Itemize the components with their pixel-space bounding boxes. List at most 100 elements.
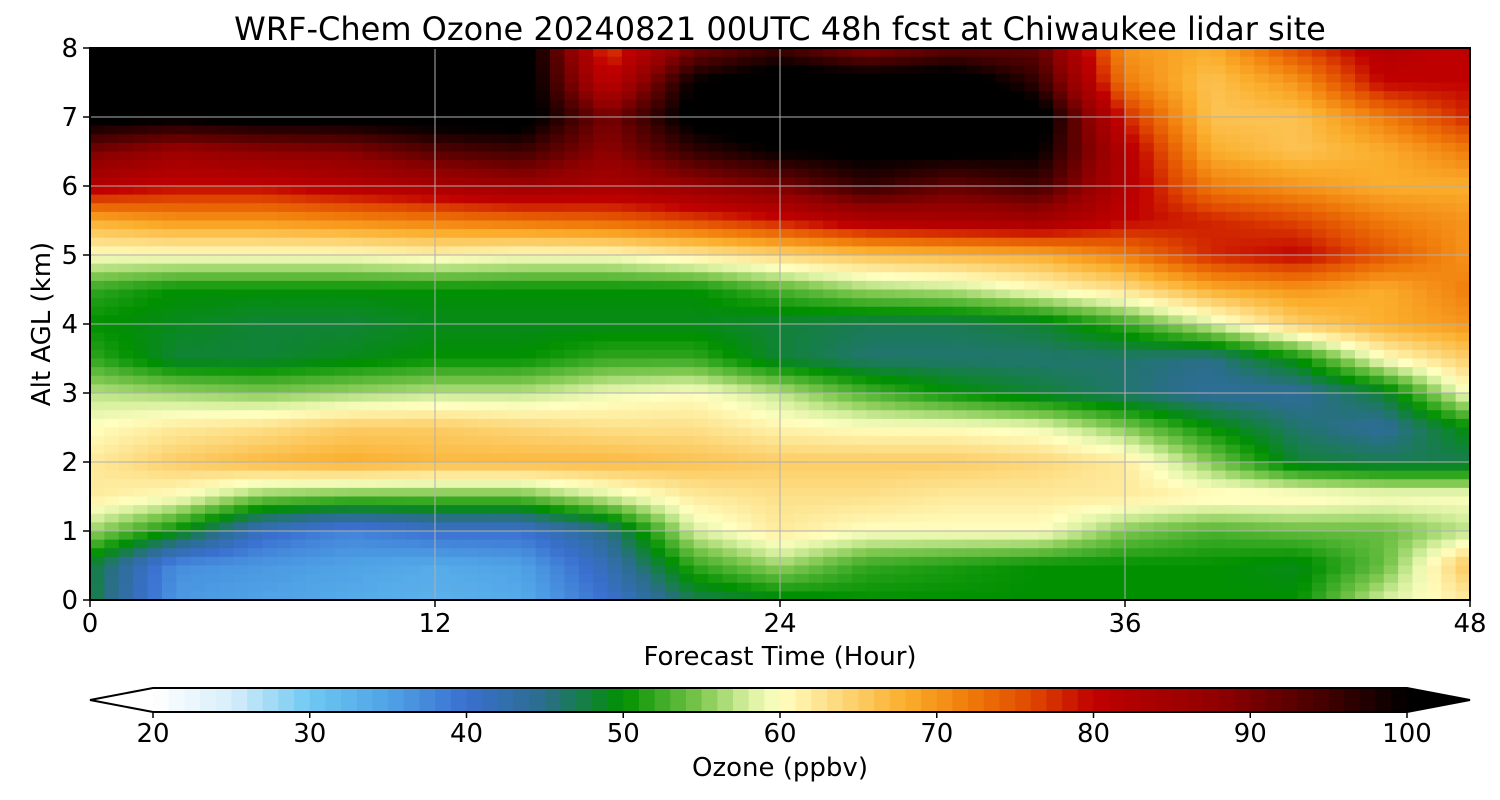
heatmap-cell	[147, 479, 163, 489]
heatmap-cell	[1311, 289, 1327, 299]
heatmap-cell	[435, 82, 450, 92]
heatmap-cell	[1340, 280, 1356, 291]
heatmap-cell	[938, 246, 954, 256]
heatmap-cell	[823, 280, 839, 291]
heatmap-cell	[1067, 324, 1083, 334]
heatmap-cell	[880, 160, 896, 170]
heatmap-cell	[1412, 229, 1428, 239]
heatmap-cell	[1010, 48, 1025, 58]
heatmap-cell	[722, 186, 738, 196]
heatmap-cell	[1168, 375, 1184, 385]
heatmap-cell	[1340, 203, 1356, 213]
heatmap-cell	[938, 151, 954, 161]
heatmap-cell	[1125, 177, 1140, 187]
heatmap-cell	[492, 73, 508, 84]
heatmap-cell	[1311, 142, 1327, 153]
heatmap-cell	[219, 470, 235, 480]
heatmap-cell	[995, 99, 1011, 109]
heatmap-cell	[808, 332, 824, 342]
heatmap-cell	[1211, 99, 1227, 109]
heatmap-cell	[909, 272, 925, 282]
heatmap-cell	[521, 384, 537, 394]
heatmap-cell	[564, 48, 580, 58]
heatmap-cell	[1426, 56, 1442, 66]
heatmap-cell	[736, 487, 752, 498]
heatmap-cell	[506, 48, 522, 58]
heatmap-cell	[837, 229, 853, 239]
heatmap-cell	[923, 324, 939, 334]
heatmap-cell	[751, 410, 767, 420]
heatmap-cell	[866, 73, 882, 84]
heatmap-cell	[435, 186, 450, 196]
heatmap-cell	[391, 479, 407, 489]
heatmap-cell	[320, 401, 335, 411]
heatmap-cell	[449, 73, 465, 84]
heatmap-cell	[1182, 462, 1198, 472]
heatmap-cell	[118, 220, 134, 230]
heatmap-cell	[190, 393, 206, 403]
heatmap-cell	[665, 289, 680, 299]
heatmap-cell	[866, 82, 882, 92]
heatmap-cell	[291, 117, 307, 127]
heatmap-cell	[923, 358, 939, 368]
heatmap-cell	[161, 384, 177, 394]
heatmap-cell	[363, 436, 379, 446]
heatmap-cell	[291, 358, 307, 368]
heatmap-cell	[391, 91, 407, 101]
heatmap-cell	[722, 487, 738, 498]
heatmap-cell	[449, 220, 465, 230]
heatmap-cell	[736, 186, 752, 196]
heatmap-cell	[1096, 125, 1112, 135]
heatmap-cell	[1038, 73, 1054, 84]
heatmap-cell	[550, 349, 565, 360]
heatmap-cell	[1125, 168, 1140, 178]
heatmap-cell	[176, 410, 192, 420]
heatmap-cell	[420, 410, 436, 420]
heatmap-cell	[1010, 82, 1025, 92]
heatmap-cell	[564, 65, 580, 75]
heatmap-cell	[535, 306, 551, 316]
heatmap-cell	[1110, 117, 1126, 127]
heatmap-cell	[1125, 229, 1140, 239]
heatmap-cell	[938, 65, 954, 75]
heatmap-cell	[966, 117, 982, 127]
heatmap-cell	[1081, 177, 1097, 187]
heatmap-cell	[90, 453, 105, 463]
heatmap-cell	[348, 289, 364, 299]
heatmap-cell	[1297, 255, 1313, 265]
heatmap-cell	[981, 186, 997, 196]
heatmap-cell	[205, 280, 220, 291]
heatmap-cell	[1326, 117, 1342, 127]
heatmap-cell	[923, 134, 939, 144]
heatmap-cell	[1398, 375, 1414, 385]
heatmap-cell	[463, 367, 479, 377]
heatmap-cell	[880, 479, 896, 489]
heatmap-cell	[1010, 332, 1025, 342]
heatmap-cell	[794, 237, 810, 247]
heatmap-cell	[909, 306, 925, 316]
heatmap-cell	[1311, 462, 1327, 472]
heatmap-cell	[1067, 229, 1083, 239]
heatmap-cell	[1326, 99, 1342, 109]
heatmap-cell	[895, 151, 910, 161]
heatmap-cell	[1153, 358, 1169, 368]
heatmap-cell	[463, 229, 479, 239]
heatmap-cell	[406, 82, 422, 92]
heatmap-cell	[1125, 306, 1140, 316]
heatmap-cell	[506, 229, 522, 239]
heatmap-cell	[1441, 263, 1457, 273]
heatmap-cell	[708, 410, 724, 420]
heatmap-cell	[1053, 99, 1069, 109]
heatmap-cell	[550, 117, 565, 127]
heatmap-cell	[1254, 384, 1270, 394]
heatmap-cell	[636, 462, 652, 472]
heatmap-cell	[636, 220, 652, 230]
heatmap-cell	[334, 280, 350, 291]
heatmap-cell	[1355, 367, 1370, 377]
heatmap-cell	[794, 134, 810, 144]
heatmap-cell	[1326, 487, 1342, 498]
heatmap-cell	[276, 108, 292, 118]
heatmap-cell	[118, 263, 134, 273]
heatmap-cell	[679, 444, 695, 454]
heatmap-cell	[1369, 186, 1385, 196]
